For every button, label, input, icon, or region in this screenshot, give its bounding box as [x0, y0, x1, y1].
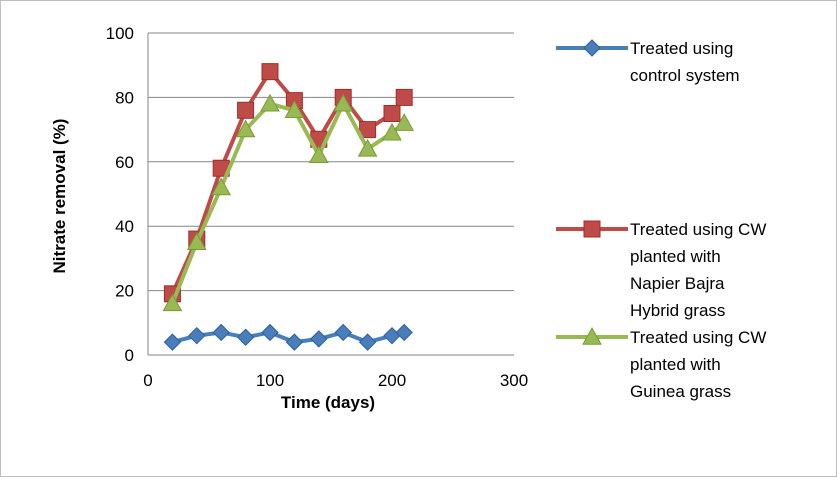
legend-label-2-line-0: Treated using CW [630, 328, 766, 347]
series-2-point-8 [357, 138, 378, 157]
legend-entry-2: Treated using CW planted with Guinea grass [556, 326, 766, 401]
series-2-point-0 [162, 293, 183, 312]
legend-label-0: Treated using control system [630, 39, 740, 85]
y-tick-label-2: 40 [115, 217, 134, 236]
series-0-point-2 [212, 323, 230, 342]
y-tick-label-3: 60 [115, 153, 134, 172]
series-2-point-7 [333, 93, 354, 112]
legend-label-1-line-0: Treated using CW [630, 220, 766, 239]
y-tick-label-0: 0 [125, 346, 134, 365]
legend-label-0-line-0: Treated using [630, 39, 733, 58]
series-2-point-3 [235, 119, 256, 138]
legend-entry-0: Treated using control system [556, 39, 740, 85]
data-series [162, 63, 415, 351]
series-0-point-4 [261, 323, 279, 342]
legend-entry-1: Treated using CW planted with Napier Bajra… [556, 220, 766, 320]
legend-swatch-marker-0 [583, 39, 601, 57]
legend-label-1-line-3: Hybrid grass [630, 301, 725, 320]
legend-label-2-line-2: Guinea grass [630, 382, 731, 401]
series-1-point-4 [261, 63, 279, 81]
gridlines [148, 32, 514, 292]
series-1-point-9 [383, 105, 401, 122]
series-1-point-8 [359, 121, 377, 139]
series-1-point-3 [237, 101, 255, 119]
series-0-point-1 [188, 326, 206, 345]
y-tick-label-4: 80 [115, 88, 134, 107]
x-tick-label-3: 300 [500, 371, 528, 390]
series-2-point-4 [260, 93, 280, 112]
series-2-point-9 [382, 122, 402, 141]
series-1-point-10 [395, 88, 413, 106]
legend-swatch-marker-1 [583, 220, 601, 238]
series-0-point-0 [163, 333, 182, 351]
series-2-point-6 [308, 145, 329, 164]
series-0-point-5 [285, 333, 304, 351]
legend-swatch-marker-2 [582, 326, 602, 345]
x-tick-label-2: 200 [378, 371, 406, 390]
series-0-point-8 [358, 333, 377, 351]
y-tick-label-1: 20 [115, 282, 134, 301]
axes [147, 33, 514, 356]
series-2-point-5 [284, 100, 305, 118]
series-2-point-2 [211, 177, 232, 196]
x-axis-label: Time (days) [281, 393, 375, 412]
legend-label-2-line-1: planted with [630, 355, 721, 374]
y-tick-label-5: 100 [106, 24, 134, 43]
tick-labels: 0 20 40 60 80 100 0 100 200 300 [106, 24, 529, 390]
legend-label-0-line-1: control system [630, 66, 740, 85]
legend-label-1: Treated using CW planted with Napier Bajra… [630, 220, 766, 320]
series-0-point-10 [395, 323, 413, 342]
legend-label-1-line-1: planted with [630, 247, 721, 266]
series-0-point-7 [334, 323, 352, 342]
legend-label-1-line-2: Napier Bajra [630, 274, 725, 293]
series-2 [162, 93, 415, 312]
x-tick-label-1: 100 [256, 371, 284, 390]
x-tick-label-0: 0 [143, 371, 152, 390]
series-2-point-10 [394, 113, 415, 131]
series-0-point-3 [236, 328, 255, 346]
legend-label-2: Treated using CW planted with Guinea grass [630, 328, 766, 401]
series-0-point-6 [310, 330, 328, 348]
series-2-point-1 [186, 232, 207, 250]
y-axis-label: Nitrate removal (%) [50, 119, 69, 274]
series-0 [163, 323, 413, 351]
